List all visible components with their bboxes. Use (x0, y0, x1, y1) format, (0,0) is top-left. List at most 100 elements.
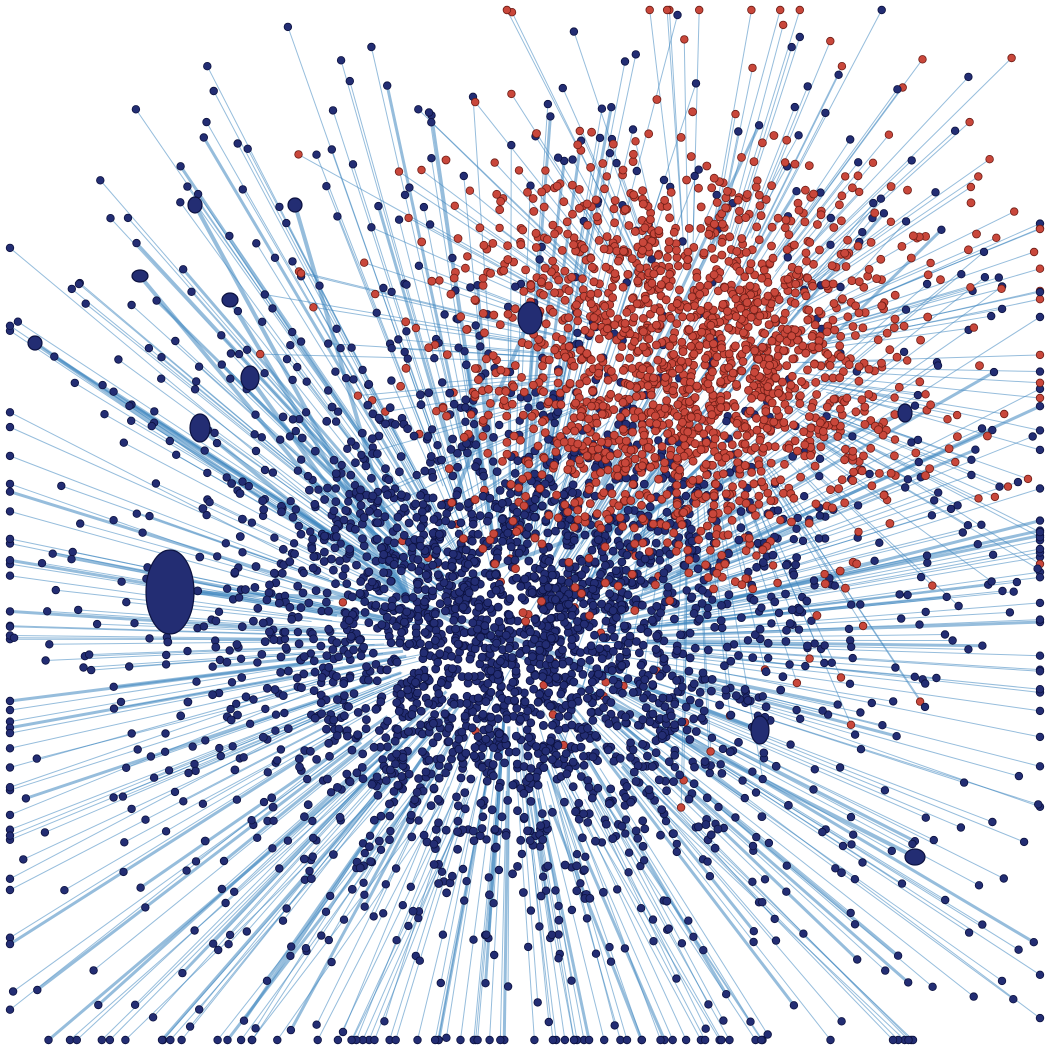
node (533, 998, 542, 1007)
node (329, 506, 339, 516)
node (312, 755, 322, 764)
node (641, 703, 651, 713)
node (136, 883, 145, 892)
node (486, 687, 496, 697)
node (329, 715, 339, 725)
node (260, 465, 270, 475)
node (537, 539, 547, 549)
node (690, 643, 700, 653)
node (712, 198, 722, 207)
node (516, 714, 525, 724)
node (563, 323, 573, 333)
node (514, 548, 524, 558)
node (648, 762, 657, 771)
edge (489, 784, 505, 1041)
node (579, 599, 588, 609)
node (217, 884, 227, 894)
node (50, 352, 59, 361)
node (676, 803, 686, 812)
node (286, 1025, 296, 1035)
node (492, 467, 502, 477)
node (548, 807, 557, 817)
node (221, 539, 230, 548)
node (921, 607, 930, 617)
node (675, 770, 685, 780)
node (590, 630, 599, 640)
node (639, 693, 648, 703)
node (105, 1035, 115, 1045)
node (296, 529, 306, 539)
node (259, 797, 269, 807)
node (322, 181, 331, 191)
node (578, 274, 587, 284)
node (584, 1035, 594, 1045)
node (1035, 516, 1045, 525)
node (242, 345, 252, 354)
node (5, 243, 15, 253)
node (441, 516, 451, 526)
node (496, 365, 506, 375)
node (476, 798, 486, 808)
node (494, 729, 504, 739)
node (764, 838, 774, 848)
node (978, 641, 987, 650)
node (638, 538, 648, 548)
node (286, 341, 295, 350)
node (116, 697, 126, 707)
node (770, 914, 779, 924)
node (473, 624, 482, 634)
node (382, 490, 392, 500)
node (569, 522, 579, 532)
node (573, 140, 583, 150)
node (5, 479, 15, 489)
edge (213, 90, 447, 531)
node (954, 601, 963, 611)
node (213, 1035, 222, 1045)
node (781, 589, 790, 599)
node (364, 506, 374, 516)
node (850, 875, 860, 884)
node (283, 836, 293, 845)
node (399, 617, 409, 627)
node (309, 656, 319, 666)
node (605, 942, 614, 952)
node (841, 172, 850, 181)
edge (744, 86, 809, 242)
node (444, 723, 454, 733)
node (5, 763, 15, 772)
node (530, 512, 539, 522)
node (363, 400, 373, 410)
node (166, 1035, 175, 1045)
node (471, 321, 480, 330)
node (394, 335, 403, 344)
node (870, 556, 879, 565)
node (265, 580, 274, 590)
node (454, 744, 464, 754)
node (1003, 482, 1013, 491)
node (473, 732, 483, 742)
node (372, 676, 382, 686)
node (1035, 426, 1045, 435)
node (494, 782, 504, 792)
node (296, 337, 306, 346)
node (434, 529, 444, 539)
node (551, 886, 560, 895)
node (535, 645, 545, 655)
node (918, 55, 927, 64)
node (445, 388, 455, 398)
node (374, 413, 384, 423)
node (670, 750, 680, 760)
node (520, 510, 529, 520)
node (751, 182, 761, 192)
node (988, 425, 997, 435)
node (260, 290, 269, 299)
node (738, 776, 747, 785)
node (313, 1035, 322, 1045)
node (567, 720, 577, 730)
node (928, 581, 937, 590)
node (648, 915, 658, 924)
node (684, 666, 694, 676)
node (462, 877, 471, 886)
node (437, 500, 446, 510)
node (501, 630, 511, 640)
